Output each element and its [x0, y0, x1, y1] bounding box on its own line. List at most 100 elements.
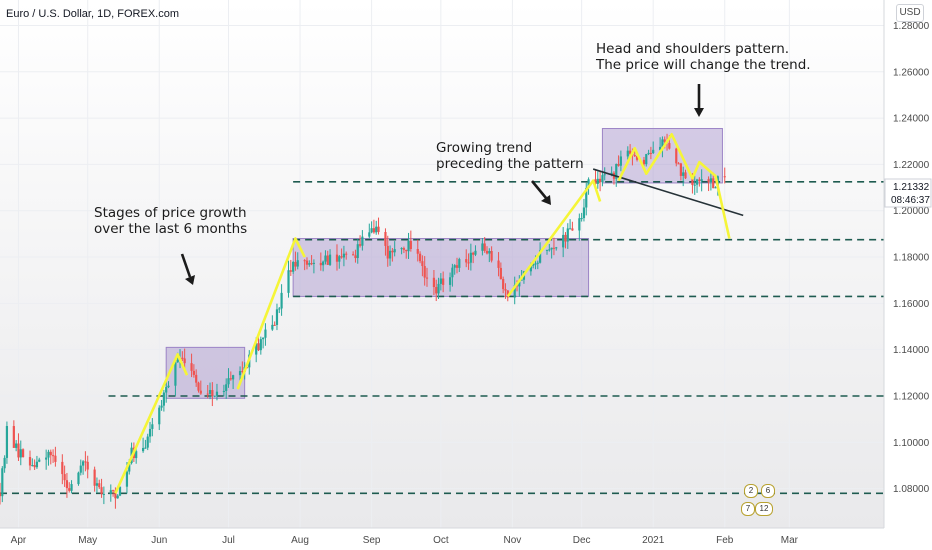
candle-up — [278, 308, 281, 310]
price-tick-label: 1.08000 — [893, 484, 930, 495]
candle-down — [425, 277, 429, 279]
price-tick-label: 1.28000 — [893, 21, 930, 32]
candle-down — [423, 266, 426, 278]
candle-down — [335, 254, 339, 262]
candle-up — [312, 262, 316, 264]
candle-up — [566, 228, 569, 242]
time-axis-ticks: Apr May Jun Jul Aug Sep Oct Nov Dec 2021 Feb Mar — [11, 535, 799, 546]
candle-up — [146, 436, 149, 448]
trend-arrow-path — [236, 237, 306, 390]
candle-up — [652, 149, 655, 154]
candle-up — [296, 260, 299, 267]
candle-up — [5, 426, 9, 458]
candle-up — [174, 362, 177, 386]
candle-down — [17, 443, 20, 458]
candle-down — [273, 324, 276, 326]
candle-down — [663, 139, 666, 142]
candle-up — [148, 428, 152, 437]
candle-up — [695, 179, 699, 185]
candle-down — [677, 163, 680, 165]
candle-up — [400, 248, 403, 250]
candle-up — [647, 152, 650, 155]
candle-up — [550, 247, 553, 250]
candle-up — [262, 337, 265, 340]
candle-down — [345, 253, 348, 255]
time-tick-label: Feb — [716, 535, 734, 546]
candle-down — [502, 279, 505, 290]
candle-up — [661, 139, 664, 147]
candle-down — [675, 148, 678, 164]
candle-up — [518, 280, 521, 287]
price-tick-label: 1.16000 — [893, 299, 930, 310]
candle-up — [603, 174, 606, 176]
candle-down — [571, 228, 574, 231]
candle-down — [377, 226, 380, 232]
candle-down — [432, 277, 436, 288]
candle-down — [421, 261, 424, 267]
candle-down — [416, 248, 419, 254]
price-axis-ticks: 1.28000 1.26000 1.24000 1.22000 1.20000 1.180… — [893, 21, 930, 495]
candle-up — [225, 384, 228, 391]
candle-down — [409, 240, 412, 249]
candle-up — [328, 254, 332, 265]
candle-down — [199, 390, 202, 394]
candle-down — [28, 457, 32, 466]
candle-up — [70, 484, 73, 491]
candle-up — [264, 329, 267, 338]
candle-down — [691, 178, 694, 185]
candle-up — [568, 228, 572, 230]
candle-up — [213, 395, 216, 397]
candle-down — [384, 231, 387, 246]
candle-down — [668, 143, 671, 149]
candle-down — [54, 455, 57, 462]
candle-up — [128, 463, 131, 472]
candle-up — [615, 163, 618, 179]
price-axis[interactable]: 1.28000 1.26000 1.24000 1.22000 1.20000 1.180… — [883, 0, 932, 550]
candle-down — [84, 461, 87, 463]
candle-down — [723, 176, 726, 178]
event-badge-7[interactable]: 7 — [741, 502, 755, 516]
currency-button[interactable]: USD — [896, 4, 924, 22]
candle-down — [289, 270, 292, 272]
candle-up — [481, 243, 484, 251]
candle-down — [386, 245, 389, 259]
candle-down — [504, 289, 507, 291]
candle-down — [93, 469, 96, 486]
candle-down — [698, 179, 701, 181]
candle-up — [548, 249, 551, 251]
event-badge-6[interactable]: 6 — [761, 484, 775, 498]
candle-down — [485, 250, 489, 254]
event-badges[interactable]: 2 6 7 12 — [738, 482, 778, 524]
candle-up — [356, 244, 359, 259]
candle-up — [227, 378, 230, 385]
candle-down — [211, 390, 214, 396]
candle-down — [12, 426, 15, 448]
candle-up — [222, 390, 225, 392]
event-badge-12[interactable]: 12 — [755, 502, 773, 516]
candle-up — [407, 240, 410, 252]
candle-down — [98, 483, 101, 488]
head-pointer-arrowhead — [694, 108, 704, 117]
candle-up — [659, 146, 662, 150]
price-tag-countdown: 08:46:37 — [891, 195, 930, 206]
event-badge-2[interactable]: 2 — [744, 484, 758, 498]
time-tick-label: Jul — [222, 535, 235, 546]
candle-down — [111, 490, 115, 492]
candle-down — [455, 265, 459, 268]
candle-up — [469, 252, 472, 263]
chart-title: Euro / U.S. Dollar, 1D, FOREX.com — [6, 8, 179, 20]
time-tick-label: Jun — [151, 535, 167, 546]
candle-down — [629, 150, 632, 154]
time-axis[interactable]: Apr May Jun Jul Aug Sep Oct Nov Dec 2021 Feb Mar — [0, 527, 884, 550]
candle-up — [693, 184, 696, 186]
trend-arrows — [114, 133, 731, 494]
candle-down — [442, 278, 445, 285]
annotation-growing-line2: preceding the pattern — [436, 156, 584, 172]
candle-up — [532, 263, 535, 266]
candle-down — [402, 248, 406, 250]
candle-down — [229, 378, 232, 380]
candle-down — [257, 343, 260, 351]
candle-up — [275, 309, 279, 325]
candle-up — [322, 261, 325, 266]
